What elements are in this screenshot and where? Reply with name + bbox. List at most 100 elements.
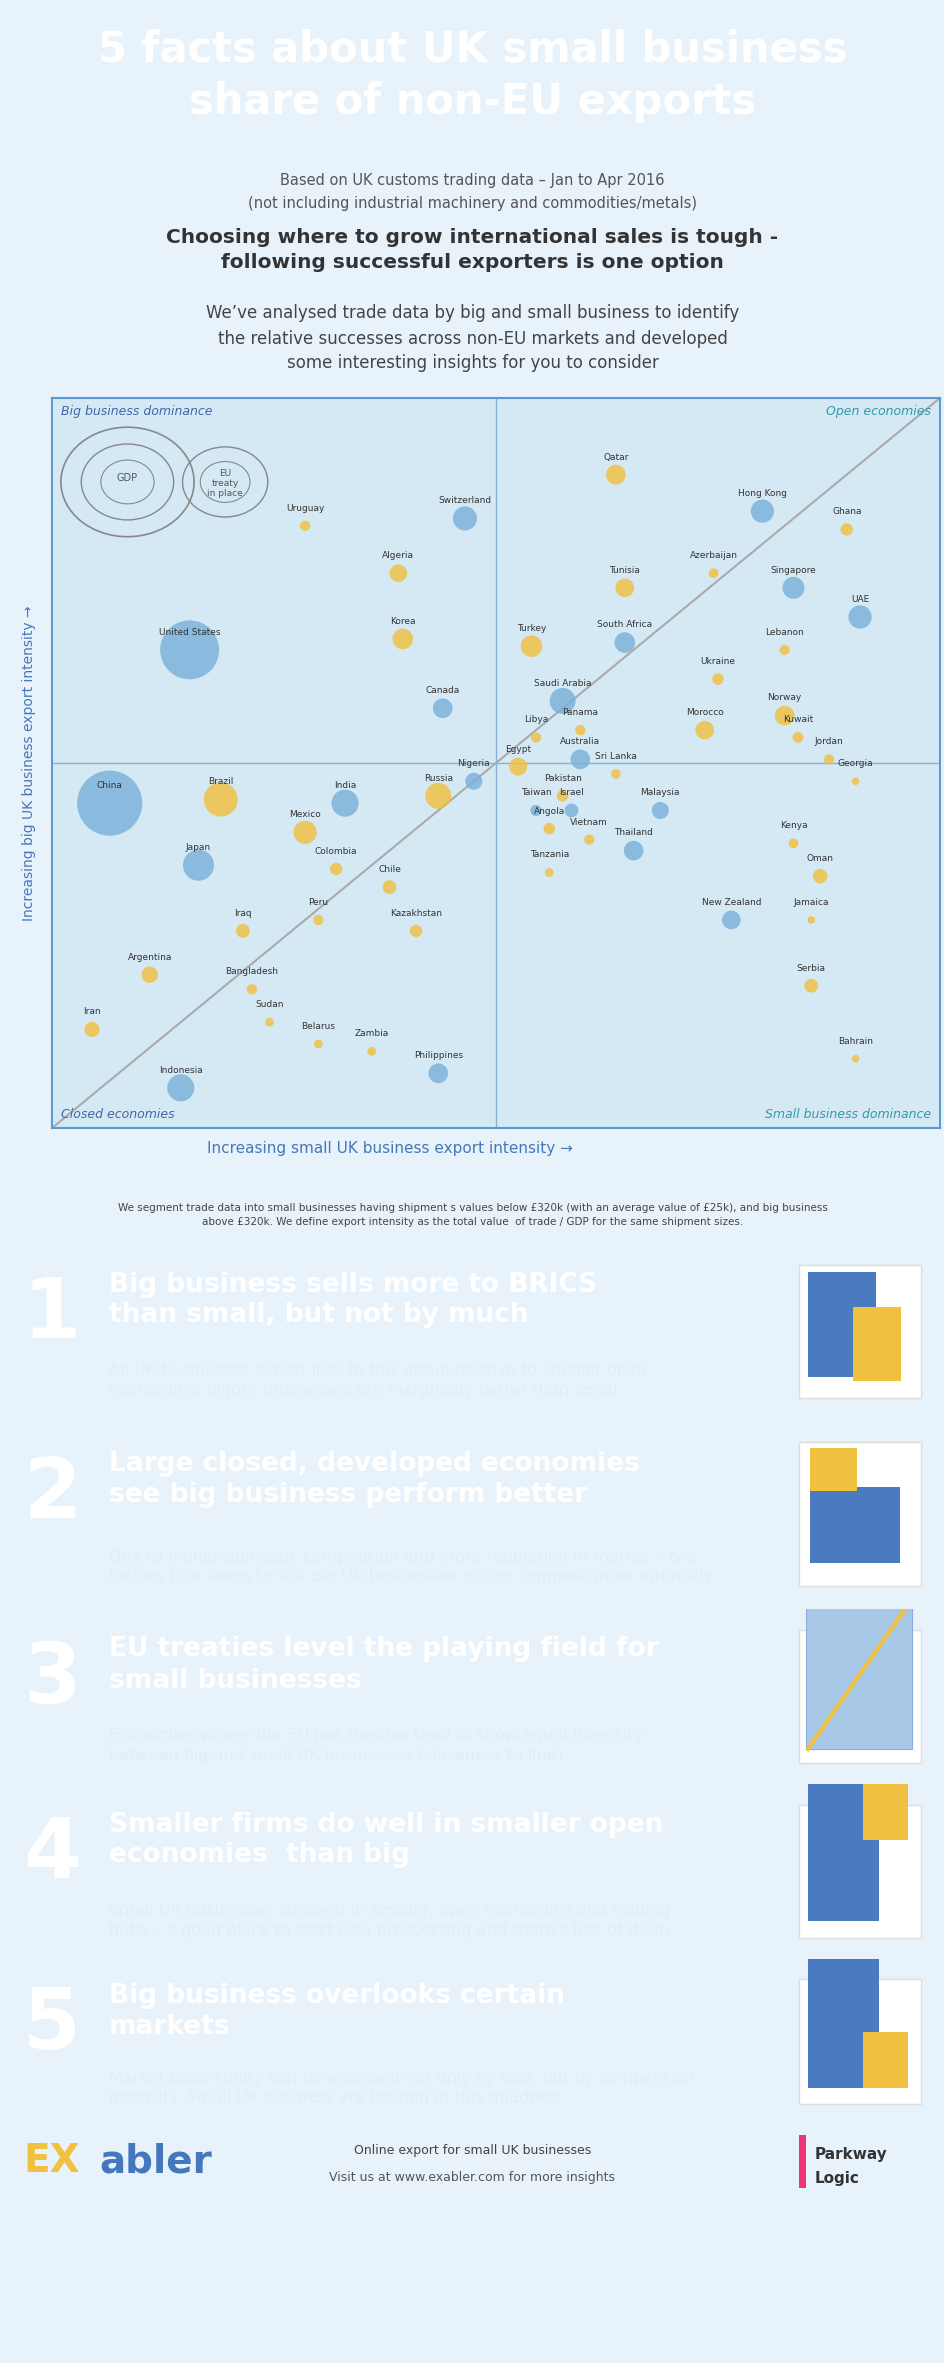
Point xyxy=(789,718,804,756)
Text: Closed economies: Closed economies xyxy=(60,1108,175,1120)
Text: Philippines: Philippines xyxy=(413,1052,463,1061)
Text: Algeria: Algeria xyxy=(382,551,413,560)
Point xyxy=(776,697,791,735)
Text: EX: EX xyxy=(24,2143,80,2181)
Text: Qatar: Qatar xyxy=(602,451,628,461)
Point xyxy=(697,711,712,749)
Point xyxy=(652,792,667,829)
Point xyxy=(84,1011,99,1049)
Text: India: India xyxy=(333,782,356,789)
Text: Hong Kong: Hong Kong xyxy=(737,489,786,499)
Point xyxy=(582,820,597,858)
Text: All UK businesses export less to this group relative to smaller open
economies; : All UK businesses export less to this gr… xyxy=(109,1363,646,1397)
Text: EU
treaty
in place: EU treaty in place xyxy=(207,468,243,499)
Text: Big business dominance: Big business dominance xyxy=(60,406,212,418)
Text: 5: 5 xyxy=(23,1985,81,2065)
Text: Indonesia: Indonesia xyxy=(159,1066,202,1075)
Text: Logic: Logic xyxy=(814,2172,858,2186)
Point xyxy=(812,858,827,896)
Point xyxy=(395,619,410,657)
Text: Iraq: Iraq xyxy=(234,910,251,917)
Point xyxy=(710,659,725,697)
Point xyxy=(182,631,197,669)
Point xyxy=(297,506,312,543)
Point xyxy=(564,792,579,829)
Point xyxy=(723,900,738,938)
Text: Large closed, developed economies
see big business perform better: Large closed, developed economies see bi… xyxy=(109,1451,639,1508)
Point xyxy=(754,492,769,529)
Text: Serbia: Serbia xyxy=(796,964,825,974)
Text: Switzerland: Switzerland xyxy=(438,496,491,506)
Point xyxy=(430,1054,446,1092)
FancyBboxPatch shape xyxy=(807,1957,878,2087)
Text: Vietnam: Vietnam xyxy=(570,818,608,827)
Text: Oman: Oman xyxy=(806,853,833,862)
Point xyxy=(776,631,791,669)
Point xyxy=(391,555,406,593)
Text: Israel: Israel xyxy=(559,789,583,796)
Point xyxy=(173,1068,188,1106)
Text: Korea: Korea xyxy=(390,617,415,626)
Text: Kuwait: Kuwait xyxy=(782,716,812,725)
Text: Turkey: Turkey xyxy=(516,624,546,633)
Text: Saudi Arabia: Saudi Arabia xyxy=(533,678,591,688)
FancyBboxPatch shape xyxy=(809,1486,899,1564)
Text: Zambia: Zambia xyxy=(354,1030,388,1037)
Point xyxy=(554,683,569,721)
FancyBboxPatch shape xyxy=(852,1307,900,1380)
Text: Bangladesh: Bangladesh xyxy=(225,966,278,976)
Point xyxy=(510,747,525,785)
Text: Thailand: Thailand xyxy=(614,829,652,837)
Point xyxy=(616,624,632,662)
Point xyxy=(608,456,623,494)
Text: Angola: Angola xyxy=(533,806,565,815)
Point xyxy=(465,763,480,801)
Point xyxy=(408,912,423,950)
Text: Due to higher domestic competition and more regulation in market – two
factors t: Due to higher domestic competition and m… xyxy=(109,1550,712,1583)
Text: Economies where the EU has treaties tend to show equal intensity
between big and: Economies where the EU has treaties tend… xyxy=(109,1727,642,1763)
Text: Based on UK customs trading data – Jan to Apr 2016: Based on UK customs trading data – Jan t… xyxy=(280,172,664,187)
Point xyxy=(838,510,853,548)
Point xyxy=(847,1040,862,1078)
Text: Brazil: Brazil xyxy=(208,777,233,787)
Point xyxy=(191,846,206,884)
Text: Online export for small UK businesses: Online export for small UK businesses xyxy=(353,2143,591,2157)
Text: Malaysia: Malaysia xyxy=(640,789,680,796)
Text: Canada: Canada xyxy=(425,685,460,695)
Text: Increasing big UK business export intensity →: Increasing big UK business export intens… xyxy=(22,605,36,922)
Text: 5 facts about UK small business
share of non-EU exports: 5 facts about UK small business share of… xyxy=(98,28,846,123)
Text: Sri Lanka: Sri Lanka xyxy=(595,751,636,761)
Text: Ghana: Ghana xyxy=(831,508,861,515)
Point xyxy=(329,851,344,888)
Text: Mexico: Mexico xyxy=(289,811,321,820)
Point xyxy=(608,756,623,794)
Point xyxy=(457,499,472,536)
Point xyxy=(785,569,801,607)
Text: Nigeria: Nigeria xyxy=(457,759,490,768)
Point xyxy=(626,832,641,870)
Text: Smaller firms do well in smaller open
economies  than big: Smaller firms do well in smaller open ec… xyxy=(109,1812,663,1869)
Text: South Africa: South Africa xyxy=(597,621,651,629)
Text: abler: abler xyxy=(99,2143,211,2181)
Text: Georgia: Georgia xyxy=(837,759,872,768)
Text: Ukraine: Ukraine xyxy=(700,657,734,666)
Text: Taiwan: Taiwan xyxy=(520,789,550,796)
FancyBboxPatch shape xyxy=(862,1779,907,1841)
FancyBboxPatch shape xyxy=(862,2032,907,2087)
Text: Big business sells more to BRICS
than small, but not by much: Big business sells more to BRICS than sm… xyxy=(109,1271,597,1328)
Point xyxy=(802,966,818,1004)
Text: Jamaica: Jamaica xyxy=(793,898,828,907)
Text: Egypt: Egypt xyxy=(505,744,531,754)
Point xyxy=(297,813,312,851)
Point xyxy=(102,785,117,822)
Text: 4: 4 xyxy=(23,1812,81,1895)
Text: Peru: Peru xyxy=(308,898,329,907)
Text: (not including industrial machinery and commodities/metals): (not including industrial machinery and … xyxy=(247,196,697,210)
FancyBboxPatch shape xyxy=(798,2136,805,2188)
Point xyxy=(430,777,446,815)
Point xyxy=(847,763,862,801)
Text: Argentina: Argentina xyxy=(127,952,172,962)
Text: China: China xyxy=(96,782,123,789)
Text: Kenya: Kenya xyxy=(779,822,806,829)
Text: Pakistan: Pakistan xyxy=(543,773,581,782)
